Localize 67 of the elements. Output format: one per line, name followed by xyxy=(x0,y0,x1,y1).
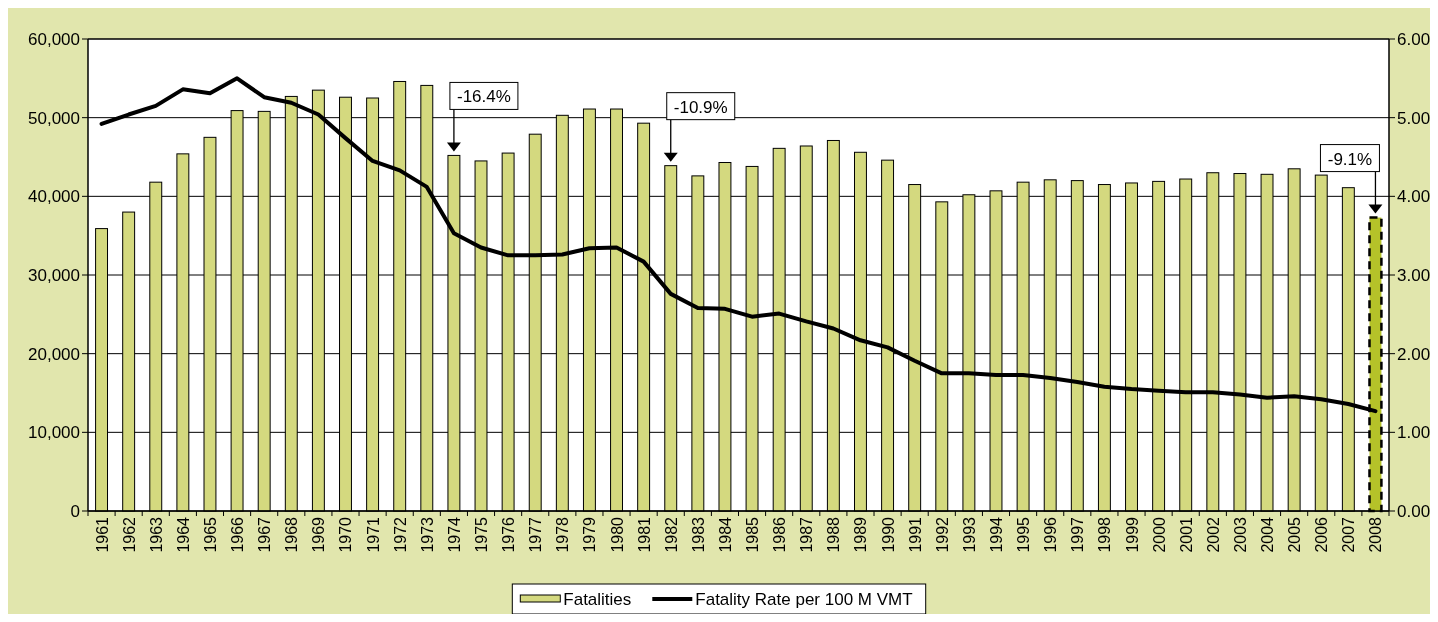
x-tick-label: 1978 xyxy=(554,516,572,553)
y-tick-label: 50,000 xyxy=(28,108,80,128)
x-tick-label: 1997 xyxy=(1069,516,1087,553)
y2-tick-label: 6.00 xyxy=(1397,30,1431,49)
x-tick-label: 1995 xyxy=(1015,516,1033,553)
x-tick-label: 1983 xyxy=(689,516,707,553)
x-tick-label: 2003 xyxy=(1231,516,1249,553)
y2-tick-label: 1.00 xyxy=(1397,423,1431,443)
x-tick-label: 1975 xyxy=(473,516,491,553)
x-tick-label: 1996 xyxy=(1042,516,1060,553)
x-tick-label: 1965 xyxy=(201,516,219,553)
x-tick-label: 1990 xyxy=(879,516,897,553)
x-tick-label: 1999 xyxy=(1123,516,1141,553)
x-tick-label: 1977 xyxy=(527,516,545,553)
y-tick-label: 30,000 xyxy=(28,266,80,285)
x-tick-label: 1974 xyxy=(445,516,463,553)
x-tick-label: 2006 xyxy=(1313,516,1331,553)
x-tick-label: 1976 xyxy=(500,516,518,553)
x-tick-label: 1972 xyxy=(391,516,409,553)
y2-tick-label: 5.00 xyxy=(1397,108,1431,128)
x-tick-label: 2005 xyxy=(1286,516,1304,553)
x-tick-label: 1981 xyxy=(635,516,653,553)
y-tick-label: 20,000 xyxy=(28,344,80,364)
x-tick-label: 1961 xyxy=(93,516,111,553)
y-tick-label: 0 xyxy=(70,502,80,521)
x-tick-label: 1970 xyxy=(337,516,355,553)
x-tick-label: 2007 xyxy=(1340,516,1358,553)
x-tick-label: 1963 xyxy=(147,516,165,553)
x-tick-label: 1971 xyxy=(364,516,382,553)
y2-tick-label: 4.00 xyxy=(1397,187,1431,207)
x-tick-label: 1991 xyxy=(906,516,924,553)
x-tick-label: 1998 xyxy=(1096,516,1114,553)
y-tick-label: 60,000 xyxy=(28,30,80,49)
x-tick-label: 1979 xyxy=(581,516,599,553)
x-tick-label: 1992 xyxy=(933,516,951,553)
y2-tick-label: 3.00 xyxy=(1397,266,1431,285)
x-tick-label: 1984 xyxy=(716,516,734,553)
x-tick-label: 1969 xyxy=(310,516,328,553)
x-tick-label: 1982 xyxy=(662,516,680,553)
x-tick-label: 2000 xyxy=(1150,516,1168,553)
x-tick-label: 1985 xyxy=(744,516,762,553)
y-tick-label: 40,000 xyxy=(28,187,80,207)
x-tick-label: 1988 xyxy=(825,516,843,553)
legend-label: Fatality Rate per 100 M VMT xyxy=(695,590,913,609)
x-tick-label: 1973 xyxy=(418,516,436,553)
annotation: -9.1% xyxy=(1327,149,1373,169)
x-tick-label: 2004 xyxy=(1259,516,1277,553)
y2-tick-label: 2.00 xyxy=(1397,344,1431,364)
y2-tick-label: 0.00 xyxy=(1397,502,1431,521)
x-tick-label: 1987 xyxy=(798,516,816,553)
x-tick-label: 1989 xyxy=(852,516,870,553)
x-tick-label: 2008 xyxy=(1367,516,1385,553)
x-tick-label: 1986 xyxy=(771,516,789,553)
x-tick-label: 1964 xyxy=(174,516,192,553)
x-tick-label: 1967 xyxy=(256,516,274,553)
annotation: -10.9% xyxy=(673,97,728,117)
x-tick-label: 1980 xyxy=(608,516,626,553)
annotation: -16.4% xyxy=(456,87,511,107)
x-tick-label: 1968 xyxy=(283,516,301,553)
x-tick-label: 2001 xyxy=(1177,516,1195,553)
y-tick-label: 10,000 xyxy=(28,423,80,443)
x-tick-label: 1994 xyxy=(987,516,1005,553)
x-tick-label: 1966 xyxy=(229,516,247,553)
x-tick-label: 1993 xyxy=(960,516,978,553)
x-tick-label: 2002 xyxy=(1204,516,1222,553)
x-tick-label: 1962 xyxy=(120,516,138,553)
legend-label: Fatalities xyxy=(563,590,632,609)
